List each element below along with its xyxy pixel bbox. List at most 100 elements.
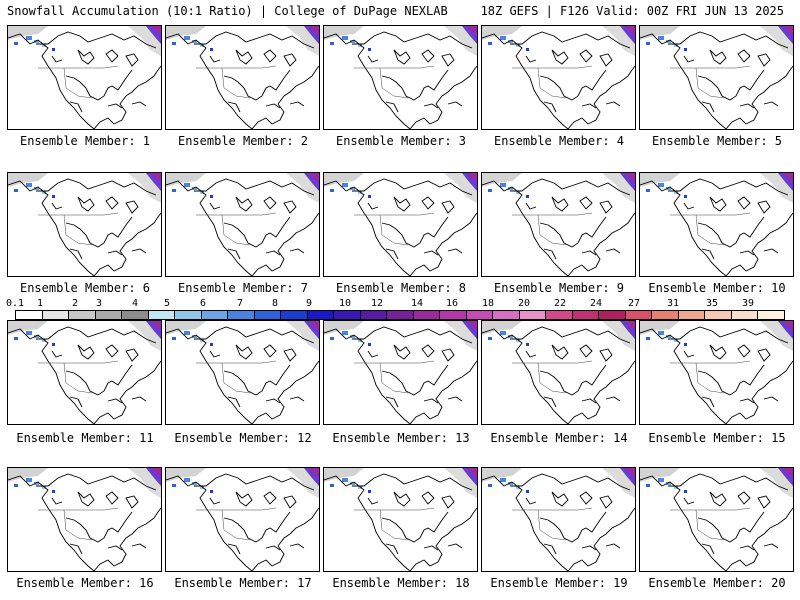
ensemble-member-label: Ensemble Member: 14 xyxy=(490,431,628,445)
colorbar-swatch xyxy=(69,311,96,319)
colorbar-tick-label: 3 xyxy=(95,298,103,309)
colorbar-swatch xyxy=(572,311,600,319)
colorbar-swatch xyxy=(281,311,308,319)
colorbar-swatch xyxy=(387,311,414,319)
colorbar-boxes xyxy=(15,310,785,320)
ensemble-member-label: Ensemble Member: 20 xyxy=(648,576,786,590)
colorbar-swatch xyxy=(440,311,467,319)
ensemble-member-map xyxy=(481,467,636,572)
map-north-america xyxy=(324,26,477,129)
colorbar-tick-label: 2 xyxy=(71,298,79,309)
ensemble-member-label: Ensemble Member: 7 xyxy=(177,281,309,295)
ensemble-member-map xyxy=(639,172,794,277)
ensemble-member-map xyxy=(165,25,320,130)
colorbar-swatch xyxy=(546,311,573,319)
colorbar-tick-label: 6 xyxy=(199,298,207,309)
colorbar-tick-label: 20 xyxy=(517,298,531,309)
ensemble-member-label: Ensemble Member: 19 xyxy=(490,576,628,590)
ensemble-member-map xyxy=(481,25,636,130)
map-north-america xyxy=(8,468,161,571)
map-north-america xyxy=(8,321,161,424)
colorbar-tick-label: 14 xyxy=(410,298,424,309)
colorbar-swatch xyxy=(228,311,255,319)
map-north-america xyxy=(166,468,319,571)
map-north-america xyxy=(482,468,635,571)
ensemble-member-label: Ensemble Member: 17 xyxy=(174,576,312,590)
ensemble-member-label: Ensemble Member: 5 xyxy=(651,134,783,148)
map-north-america xyxy=(482,321,635,424)
map-north-america xyxy=(324,468,477,571)
ensemble-member-label: Ensemble Member: 15 xyxy=(648,431,786,445)
ensemble-member-label: Ensemble Member: 13 xyxy=(332,431,470,445)
ensemble-member-label: Ensemble Member: 2 xyxy=(177,134,309,148)
ensemble-member-map xyxy=(639,467,794,572)
colorbar-tick-labels: 0.1 1 2 3 4 5 6 7 8 9 10 12 14 16 18 20 22 24 27 31 35 39 xyxy=(6,298,785,310)
map-north-america xyxy=(640,321,793,424)
ensemble-member-map xyxy=(165,467,320,572)
colorbar-tick-label: 1 xyxy=(36,298,44,309)
colorbar-swatch xyxy=(254,311,282,319)
ensemble-member-map xyxy=(639,320,794,425)
ensemble-member-map xyxy=(7,172,162,277)
colorbar-swatch xyxy=(201,311,229,319)
run-info: 18Z GEFS | F126 Valid: 00Z FRI JUN 13 20… xyxy=(480,4,784,18)
colorbar-tick-label: 4 xyxy=(131,298,139,309)
colorbar-swatch xyxy=(16,311,43,319)
colorbar-swatch xyxy=(334,311,361,319)
ensemble-member-map xyxy=(165,320,320,425)
colorbar-swatch xyxy=(42,311,70,319)
colorbar-swatch xyxy=(95,311,123,319)
colorbar-tick-label: 39 xyxy=(741,298,755,309)
map-north-america xyxy=(324,321,477,424)
colorbar-tick-label: 24 xyxy=(589,298,603,309)
colorbar-tick-label: 9 xyxy=(305,298,313,309)
colorbar-tick-label: 5 xyxy=(163,298,171,309)
colorbar-legend: 0.1 1 2 3 4 5 6 7 8 9 10 12 14 16 18 20 22 24 27 31 35 39 xyxy=(6,298,785,320)
ensemble-member-map xyxy=(481,320,636,425)
map-north-america xyxy=(640,26,793,129)
colorbar-swatch xyxy=(413,311,441,319)
colorbar-tick-label: 0.1 xyxy=(5,298,25,309)
ensemble-member-label: Ensemble Member: 3 xyxy=(335,134,467,148)
ensemble-member-map xyxy=(639,25,794,130)
ensemble-member-map xyxy=(323,320,478,425)
colorbar-tick-label: 16 xyxy=(445,298,459,309)
colorbar-tick-label: 18 xyxy=(481,298,495,309)
ensemble-member-map xyxy=(7,25,162,130)
colorbar-swatch xyxy=(466,311,494,319)
ensemble-member-map xyxy=(323,25,478,130)
map-north-america xyxy=(640,468,793,571)
ensemble-member-map xyxy=(165,172,320,277)
ensemble-member-label: Ensemble Member: 16 xyxy=(16,576,154,590)
colorbar-tick-label: 31 xyxy=(666,298,680,309)
colorbar-swatch xyxy=(625,311,653,319)
colorbar-tick-label: 10 xyxy=(338,298,352,309)
colorbar-swatch xyxy=(731,311,759,319)
map-north-america xyxy=(482,173,635,276)
ensemble-member-label: Ensemble Member: 4 xyxy=(493,134,625,148)
ensemble-member-label: Ensemble Member: 1 xyxy=(19,134,151,148)
ensemble-member-label: Ensemble Member: 8 xyxy=(335,281,467,295)
ensemble-member-label: Ensemble Member: 18 xyxy=(332,576,470,590)
ensemble-member-label: Ensemble Member: 10 xyxy=(648,281,786,295)
ensemble-member-map xyxy=(323,172,478,277)
map-north-america xyxy=(8,26,161,129)
map-north-america xyxy=(166,173,319,276)
ensemble-member-map xyxy=(481,172,636,277)
ensemble-member-map xyxy=(323,467,478,572)
map-north-america xyxy=(166,26,319,129)
colorbar-swatch xyxy=(678,311,706,319)
colorbar-tick-label: 22 xyxy=(553,298,567,309)
ensemble-member-label: Ensemble Member: 11 xyxy=(16,431,154,445)
map-north-america xyxy=(166,321,319,424)
colorbar-tick-label: 35 xyxy=(705,298,719,309)
colorbar-swatch xyxy=(519,311,547,319)
colorbar-swatch xyxy=(148,311,176,319)
chart-title: Snowfall Accumulation (10:1 Ratio) | Col… xyxy=(7,4,448,18)
colorbar-tick-label: 7 xyxy=(236,298,244,309)
colorbar-tick-label: 8 xyxy=(271,298,279,309)
ensemble-member-label: Ensemble Member: 6 xyxy=(19,281,151,295)
colorbar-swatch xyxy=(307,311,335,319)
colorbar-swatch xyxy=(599,311,626,319)
ensemble-member-map xyxy=(7,320,162,425)
